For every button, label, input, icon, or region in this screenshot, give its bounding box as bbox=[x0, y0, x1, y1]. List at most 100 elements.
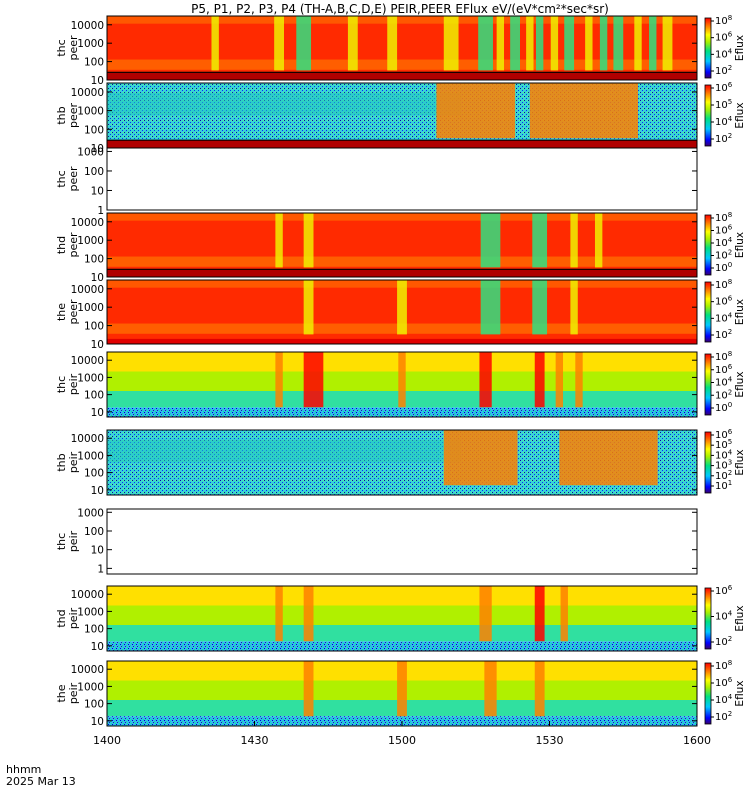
y-axis-label-species: peir bbox=[67, 530, 80, 552]
y-axis-label-species: peir bbox=[67, 682, 80, 704]
spectrogram-mid-band bbox=[107, 59, 697, 70]
low-energy-band bbox=[107, 338, 697, 344]
spectrogram-feature bbox=[585, 16, 593, 71]
x-axis-date: 2025 Mar 13 bbox=[6, 775, 76, 788]
colorbar-tick-exponent: 5 bbox=[728, 98, 732, 106]
x-tick-label: 1500 bbox=[388, 734, 416, 747]
panel-frame bbox=[106, 279, 698, 345]
spectrogram-mid-band bbox=[107, 92, 461, 116]
spectrogram-background bbox=[107, 16, 697, 80]
y-tick-label: 10 bbox=[91, 485, 104, 497]
spectrogram-feature bbox=[634, 16, 642, 71]
spectrogram-feature bbox=[534, 661, 545, 717]
colorbar-tick-label: 108 bbox=[715, 211, 732, 224]
spectrogram-noise-band bbox=[107, 641, 697, 651]
spectrogram-feature bbox=[436, 83, 516, 139]
colorbar-label: Eflux bbox=[734, 605, 746, 631]
colorbar-tick-label: 106 bbox=[715, 363, 733, 376]
colorbar-tick-exponent: 6 bbox=[728, 584, 733, 592]
y-tick-label: 100 bbox=[84, 390, 104, 402]
y-tick-label: 10 bbox=[91, 545, 104, 557]
spectrogram-feature bbox=[303, 661, 314, 717]
colorbar-tick-exponent: 6 bbox=[728, 428, 733, 436]
colorbar-tick-exponent: 2 bbox=[728, 635, 732, 643]
spectrogram-feature bbox=[484, 661, 497, 717]
y-tick-label: 1000 bbox=[77, 372, 104, 384]
colorbar-tick-label: 104 bbox=[715, 376, 733, 389]
y-tick-label: 1 bbox=[97, 563, 104, 575]
y-axis-label-species: peer bbox=[67, 35, 80, 61]
spectrogram-feature bbox=[303, 586, 314, 642]
y-axis-label-probe: thc bbox=[55, 170, 68, 187]
y-tick-label: 10 bbox=[91, 716, 104, 728]
y-tick-label: 10000 bbox=[71, 433, 104, 445]
colorbar-tick-exponent: 2 bbox=[728, 249, 732, 257]
colorbar-tick-label: 102 bbox=[715, 635, 732, 648]
colorbar-tick-exponent: 8 bbox=[728, 659, 732, 667]
spectrogram-feature bbox=[303, 213, 314, 268]
spectrogram-noise-band bbox=[107, 407, 697, 417]
spectrogram-lower-band bbox=[107, 625, 697, 642]
spectrogram-feature bbox=[564, 16, 575, 71]
spectrogram-feature bbox=[274, 16, 284, 71]
colorbar-tick-exponent: 4 bbox=[728, 47, 733, 55]
y-axis-label-probe: thd bbox=[55, 236, 68, 254]
colorbar-tick-exponent: 4 bbox=[728, 376, 733, 384]
colorbar-tick-label: 108 bbox=[715, 14, 732, 27]
panel-frame bbox=[106, 15, 698, 81]
colorbar-tick-label: 106 bbox=[715, 676, 733, 689]
y-tick-label: 100 bbox=[84, 624, 104, 636]
spectrogram-feature bbox=[526, 16, 534, 71]
y-tick-label: 100 bbox=[84, 124, 104, 136]
spectrogram-feature bbox=[575, 352, 583, 408]
colorbar-tick-label: 106 bbox=[715, 31, 733, 44]
colorbar-label: Eflux bbox=[734, 371, 746, 397]
x-tick-label: 1530 bbox=[536, 734, 564, 747]
spectrogram-feature bbox=[510, 16, 520, 71]
colorbar-tick-exponent: 2 bbox=[728, 388, 732, 396]
y-axis-label-probe: thc bbox=[55, 376, 68, 393]
colorbar-tick-exponent: 2 bbox=[728, 469, 732, 477]
colorbar-tick-exponent: 2 bbox=[728, 132, 732, 140]
spectrogram-top-band bbox=[107, 213, 697, 221]
colorbar-tick-exponent: 6 bbox=[728, 363, 733, 371]
spectrogram-feature bbox=[550, 16, 559, 71]
panel-frame bbox=[106, 147, 698, 211]
colorbar-tick-label: 108 bbox=[715, 659, 732, 672]
spectrogram-feature bbox=[532, 213, 548, 268]
spectrogram-feature bbox=[303, 280, 314, 335]
colorbar-tick-label: 108 bbox=[715, 278, 732, 291]
colorbar-label: Eflux bbox=[734, 35, 746, 61]
y-tick-label: 100 bbox=[84, 468, 104, 480]
spectrogram-feature bbox=[532, 280, 548, 335]
colorbar-tick-exponent: 8 bbox=[728, 350, 732, 358]
y-tick-label: 10000 bbox=[71, 87, 104, 99]
spectrogram-feature bbox=[398, 352, 406, 408]
spectrogram-feature bbox=[296, 16, 312, 71]
colorbar-tick-label: 102 bbox=[715, 388, 732, 401]
colorbar-tick-label: 105 bbox=[715, 98, 732, 111]
colorbar-label: Eflux bbox=[734, 232, 746, 258]
spectrogram-top-band bbox=[107, 16, 697, 24]
y-tick-label: 1 bbox=[97, 205, 104, 217]
colorbar-tick-exponent: 0 bbox=[728, 401, 732, 409]
y-tick-label: 10000 bbox=[71, 664, 104, 676]
spectrogram-mid-band bbox=[107, 256, 697, 267]
y-tick-label: 10000 bbox=[71, 589, 104, 601]
y-axis-label-species: peer bbox=[67, 103, 80, 129]
colorbar-tick-exponent: 0 bbox=[728, 261, 732, 269]
y-axis-label-probe: thb bbox=[55, 453, 68, 471]
colorbar bbox=[704, 214, 712, 276]
spectrogram-feature bbox=[594, 213, 603, 268]
y-axis-label-species: peir bbox=[67, 451, 80, 473]
spectrogram-feature bbox=[570, 213, 578, 268]
colorbar bbox=[704, 84, 712, 147]
colorbar-tick-label: 108 bbox=[715, 350, 732, 363]
colorbar-tick-exponent: 4 bbox=[728, 693, 733, 701]
x-tick-label: 1430 bbox=[241, 734, 269, 747]
